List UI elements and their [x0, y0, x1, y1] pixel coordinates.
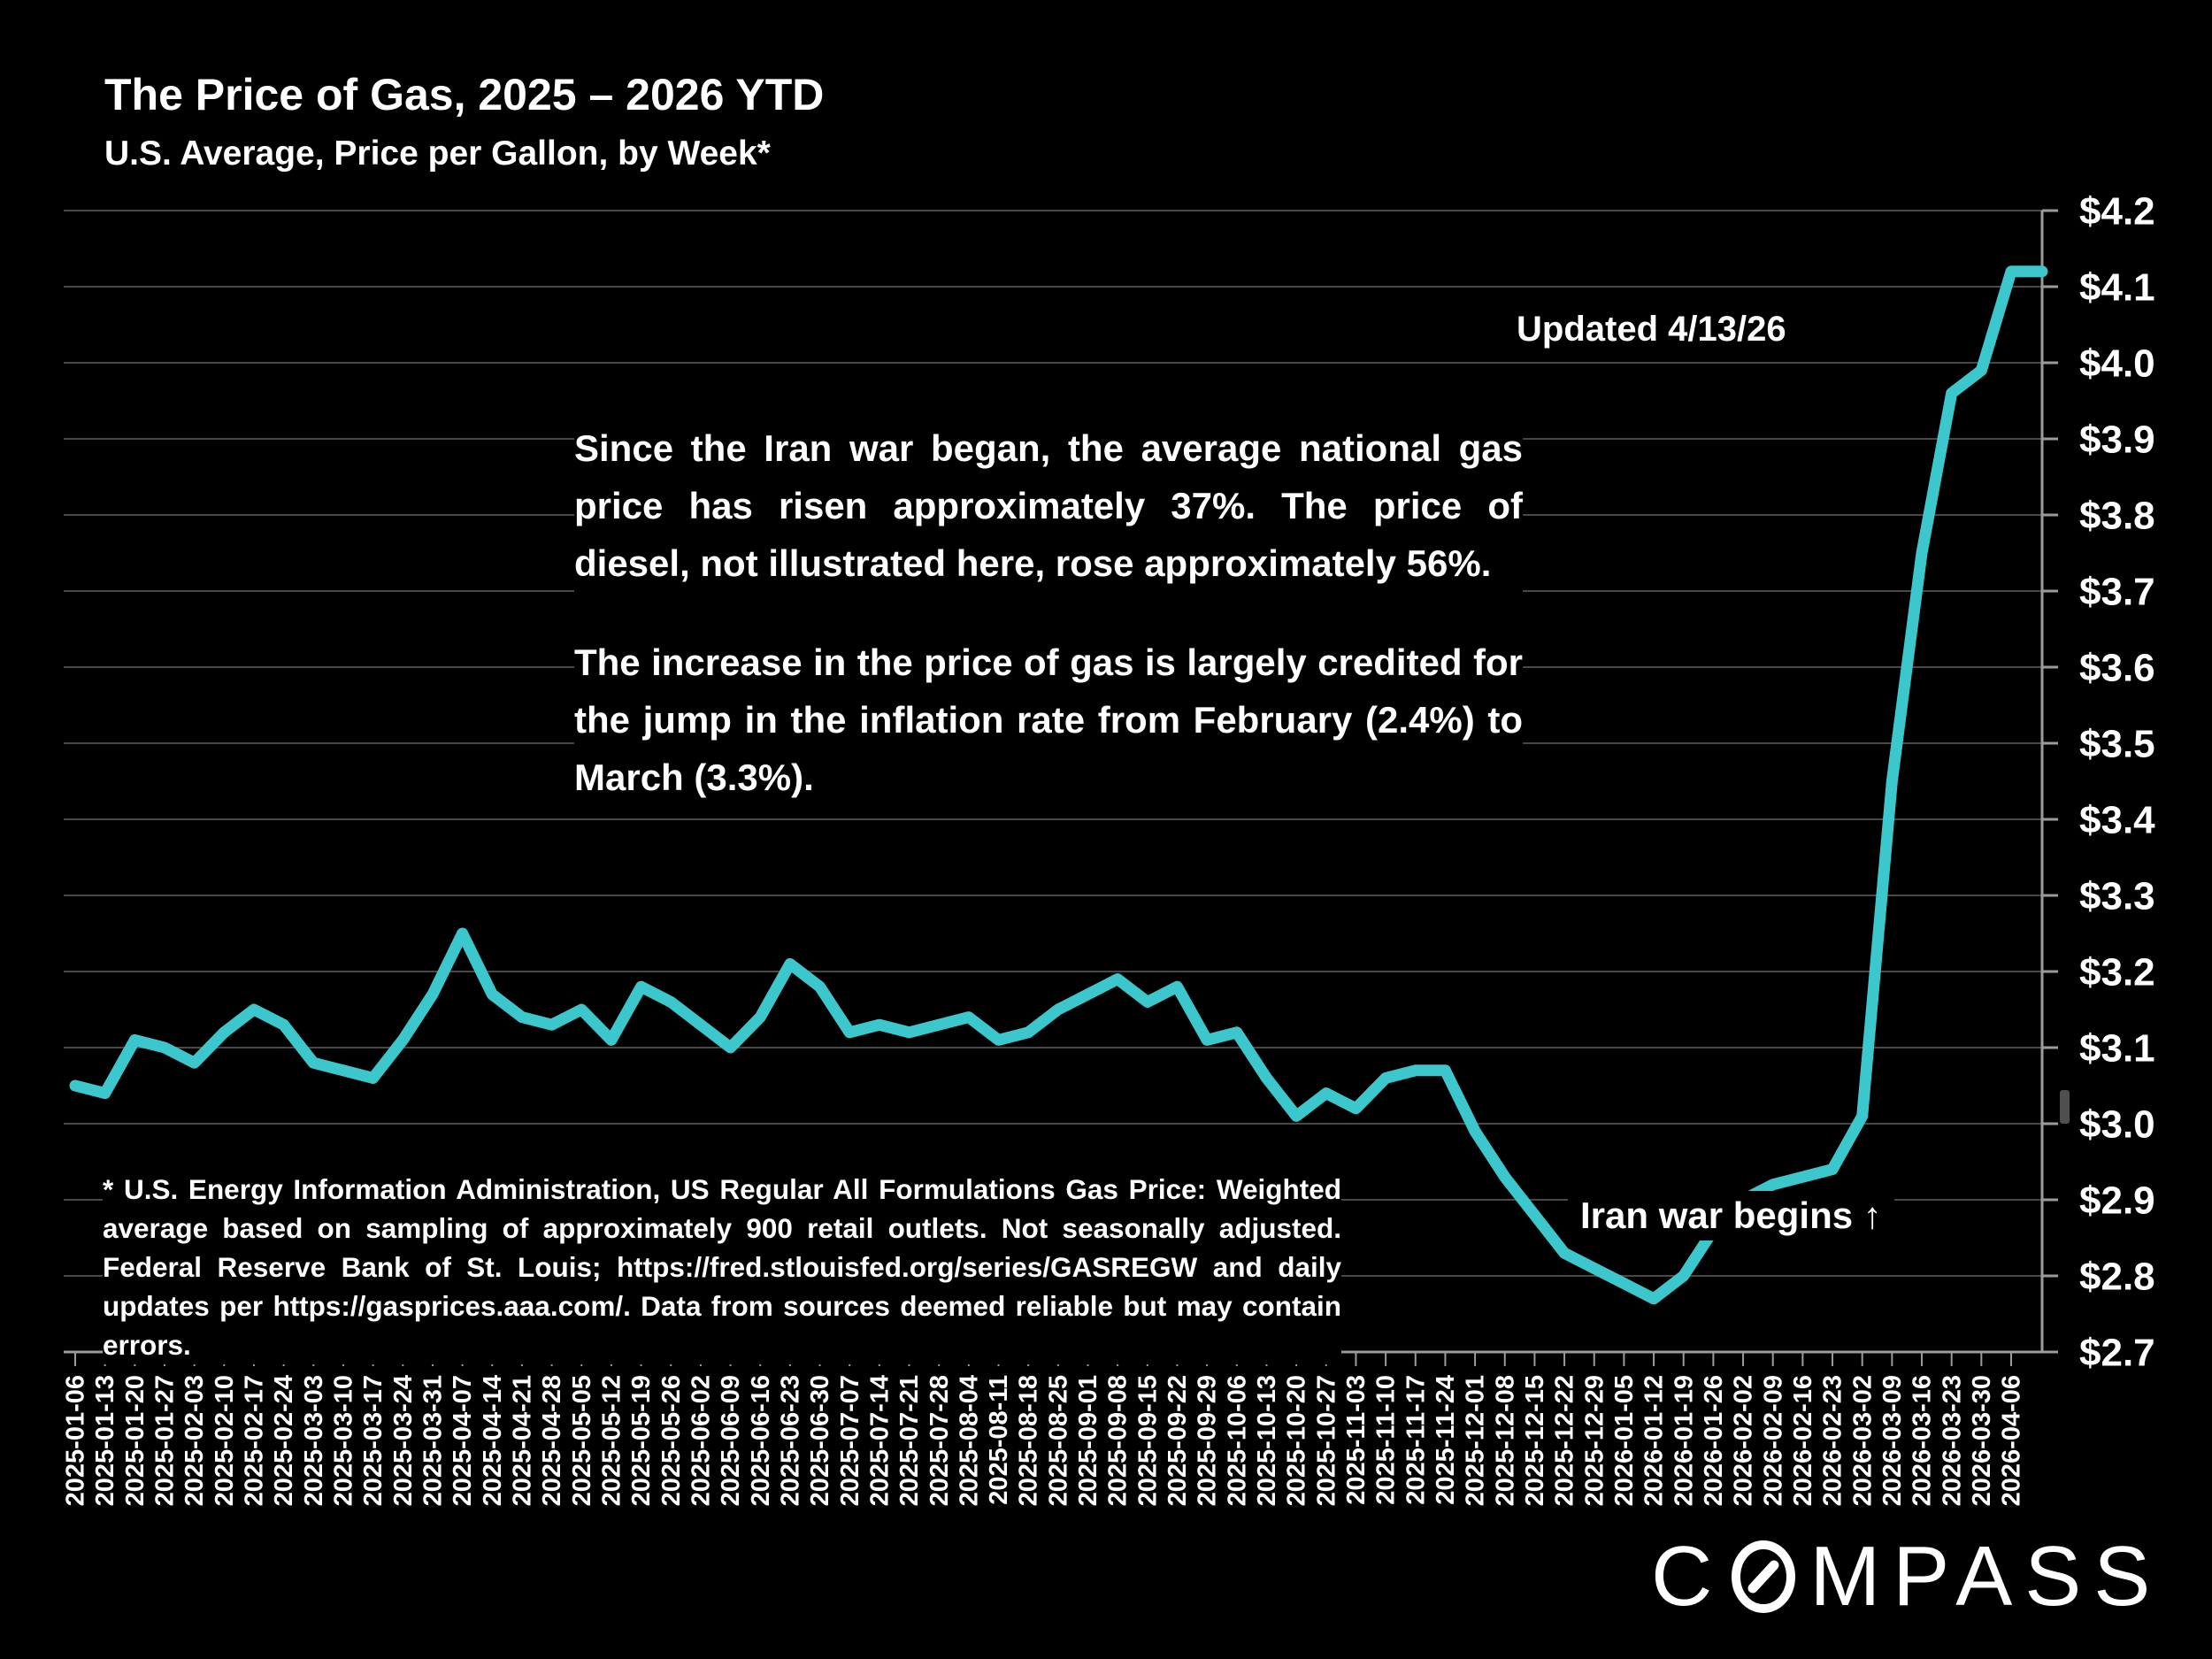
x-tick-label: 2025-06-30 — [806, 1375, 834, 1506]
compass-logo-text-after: MPASS — [1809, 1529, 2163, 1624]
x-tick-label: 2025-10-27 — [1312, 1375, 1340, 1506]
x-tick-label: 2026-02-02 — [1730, 1375, 1758, 1506]
x-tick-label: 2026-04-06 — [1998, 1375, 2026, 1506]
x-tick-label: 2025-07-07 — [836, 1375, 864, 1506]
x-tick-label: 2025-05-05 — [568, 1375, 596, 1506]
y-tick-label: $3.1 — [2079, 1026, 2155, 1070]
x-tick-label: 2025-02-10 — [211, 1375, 239, 1506]
x-tick-label: 2025-08-11 — [985, 1375, 1013, 1505]
x-tick-label: 2025-01-06 — [62, 1375, 90, 1506]
source-footnote: * U.S. Energy Information Administration… — [103, 1170, 1341, 1364]
y-tick-label: $3.9 — [2079, 418, 2155, 461]
x-tick-label: 2025-09-29 — [1194, 1375, 1222, 1506]
x-tick-label: 2025-04-14 — [479, 1375, 507, 1506]
x-tick-label: 2025-08-18 — [1015, 1375, 1043, 1506]
x-tick-label: 2025-03-03 — [300, 1375, 328, 1506]
x-tick-label: 2026-02-09 — [1759, 1375, 1787, 1506]
x-tick-label: 2026-03-30 — [1968, 1375, 1996, 1506]
x-tick-label: 2025-09-22 — [1164, 1375, 1192, 1506]
x-tick-label: 2025-10-13 — [1253, 1375, 1281, 1506]
x-tick-label: 2026-02-23 — [1819, 1375, 1847, 1506]
x-tick-label: 2026-01-26 — [1700, 1375, 1728, 1506]
y-tick-label: $3.3 — [2079, 874, 2155, 918]
y-tick-label: $3.5 — [2079, 722, 2155, 765]
y-tick-label: $4.2 — [2079, 189, 2155, 233]
x-tick-label: 2025-12-08 — [1491, 1375, 1519, 1506]
x-tick-label: 2025-02-17 — [241, 1375, 269, 1506]
x-tick-label: 2025-12-15 — [1521, 1375, 1549, 1506]
x-tick-label: 2026-03-23 — [1938, 1375, 1966, 1506]
x-tick-label: 2026-03-09 — [1878, 1375, 1907, 1506]
x-tick-label: 2025-10-06 — [1223, 1375, 1251, 1506]
x-tick-label: 2025-11-24 — [1432, 1375, 1460, 1505]
x-tick-label: 2025-09-15 — [1133, 1375, 1162, 1506]
x-tick-label: 2025-07-28 — [926, 1375, 954, 1506]
annotation-paragraph-1: Since the Iran war began, the average na… — [574, 427, 1523, 584]
x-tick-label: 2026-03-16 — [1909, 1375, 1937, 1506]
side-marker — [2060, 1090, 2070, 1124]
x-tick-label: 2025-01-13 — [91, 1375, 119, 1506]
x-tick-label: 2025-05-19 — [627, 1375, 656, 1506]
x-tick-label: 2025-05-12 — [597, 1375, 626, 1506]
x-tick-label: 2025-02-24 — [270, 1375, 298, 1506]
y-tick-label: $3.2 — [2079, 950, 2155, 994]
page-title: The Price of Gas, 2025 – 2026 YTD — [104, 70, 825, 119]
compass-logo-text-before: C — [1651, 1529, 1725, 1624]
x-tick-label: 2025-08-25 — [1044, 1375, 1072, 1506]
x-tick-label: 2025-09-08 — [1104, 1375, 1133, 1506]
x-tick-label: 2025-05-26 — [657, 1375, 686, 1506]
iran-war-begins-label: Iran war begins ↑ — [1568, 1191, 1894, 1240]
y-tick-label: $4.1 — [2079, 265, 2155, 309]
y-tick-label: $2.8 — [2079, 1255, 2155, 1298]
x-tick-label: 2025-11-10 — [1372, 1375, 1401, 1505]
x-tick-label: 2025-08-04 — [955, 1375, 983, 1506]
x-tick-label: 2025-04-07 — [449, 1375, 477, 1506]
x-tick-label: 2026-01-05 — [1610, 1375, 1639, 1506]
y-tick-label: $2.9 — [2079, 1179, 2155, 1222]
x-tick-label: 2026-03-02 — [1848, 1375, 1877, 1506]
x-tick-label: 2025-04-28 — [538, 1375, 566, 1506]
x-tick-label: 2025-03-24 — [389, 1375, 418, 1506]
x-tick-label: 2026-02-16 — [1789, 1375, 1817, 1506]
x-tick-label: 2025-04-21 — [508, 1375, 536, 1506]
y-tick-label: $3.8 — [2079, 494, 2155, 537]
x-tick-label: 2025-10-20 — [1283, 1375, 1311, 1506]
x-tick-label: 2025-06-16 — [747, 1375, 775, 1506]
x-tick-label: 2025-02-03 — [180, 1375, 209, 1506]
y-tick-label: $2.7 — [2079, 1331, 2155, 1374]
x-tick-label: 2026-01-19 — [1670, 1375, 1698, 1506]
annotation-block: Since the Iran war began, the average na… — [574, 419, 1523, 806]
updated-date-label: Updated 4/13/26 — [1506, 308, 1797, 351]
x-tick-label: 2025-12-29 — [1580, 1375, 1609, 1506]
x-tick-label: 2025-01-20 — [121, 1375, 150, 1506]
x-tick-label: 2025-12-22 — [1551, 1375, 1579, 1506]
compass-needle-icon — [1732, 1540, 1796, 1613]
x-tick-label: 2025-09-01 — [1074, 1375, 1102, 1506]
y-tick-label: $4.0 — [2079, 342, 2155, 385]
x-tick-label: 2025-03-17 — [359, 1375, 388, 1506]
x-tick-label: 2026-01-12 — [1640, 1375, 1669, 1506]
y-tick-label: $3.6 — [2079, 646, 2155, 689]
x-tick-label: 2025-06-09 — [717, 1375, 745, 1506]
x-tick-label: 2025-07-14 — [865, 1375, 894, 1506]
x-tick-label: 2025-11-03 — [1342, 1375, 1371, 1505]
compass-logo: C MPASS — [1651, 1532, 2162, 1621]
x-tick-label: 2025-01-27 — [151, 1375, 180, 1506]
annotation-paragraph-2: The increase in the price of gas is larg… — [574, 641, 1523, 798]
x-tick-label: 2025-12-01 — [1462, 1375, 1490, 1506]
x-tick-label: 2025-06-02 — [687, 1375, 715, 1506]
y-tick-label: $3.7 — [2079, 570, 2155, 613]
x-tick-label: 2025-07-21 — [895, 1375, 924, 1506]
y-tick-label: $3.4 — [2079, 798, 2155, 841]
page-subtitle: U.S. Average, Price per Gallon, by Week* — [104, 134, 771, 173]
x-tick-label: 2025-03-31 — [419, 1375, 448, 1506]
x-tick-label: 2025-06-23 — [776, 1375, 804, 1506]
x-tick-label: 2025-03-10 — [330, 1375, 358, 1506]
x-tick-label: 2025-11-17 — [1402, 1375, 1430, 1505]
y-tick-label: $3.0 — [2079, 1102, 2155, 1146]
